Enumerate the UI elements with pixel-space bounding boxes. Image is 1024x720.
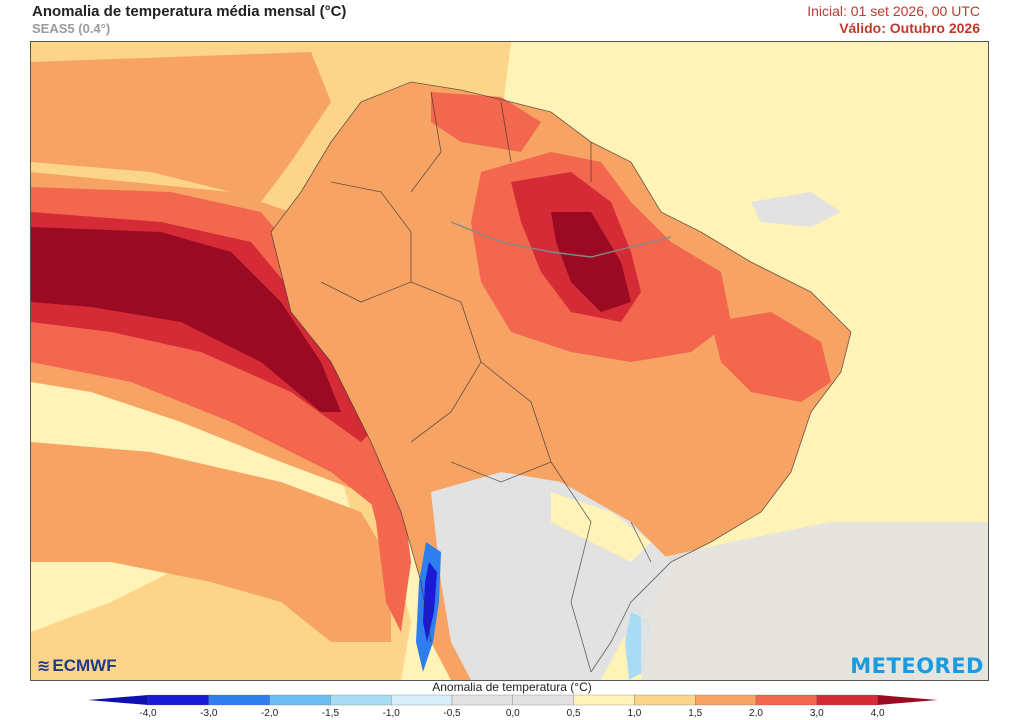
colorbar-tick-label: 4,0 — [870, 708, 885, 719]
colorbar — [88, 694, 938, 706]
colorbar-tick-label: 1,0 — [627, 708, 642, 719]
meteored-logo: METEORED — [850, 654, 984, 678]
colorbar-title: Anomalia de temperatura (°C) — [432, 680, 592, 694]
colorbar-tick-label: 1,5 — [688, 708, 703, 719]
colorbar-tick-label: -0,5 — [443, 708, 461, 719]
colorbar-segment — [269, 694, 331, 706]
colorbar-tick-label: 3,0 — [809, 708, 824, 719]
map-canvas — [31, 42, 988, 680]
colorbar-arrow-high — [877, 695, 938, 705]
colorbar-tick-label: 2,0 — [749, 708, 763, 719]
colorbar-segment — [634, 694, 696, 706]
colorbar-segment — [208, 694, 270, 706]
ecmwf-logo-text: ECMWF — [52, 656, 117, 675]
colorbar-tick-label: -2,0 — [260, 708, 279, 719]
anomaly-map[interactable]: ≋ ECMWF METEORED — [30, 41, 989, 681]
colorbar-segment — [573, 694, 635, 706]
model-label: SEAS5 (0.4°) — [32, 21, 111, 36]
ecmwf-mark-icon: ≋ — [37, 658, 51, 675]
colorbar-tick-label: -4,0 — [139, 708, 157, 719]
colorbar-segment — [695, 694, 757, 706]
colorbar-segment — [816, 694, 878, 706]
colorbar-segment — [755, 694, 817, 706]
colorbar-tick-label: -1,5 — [321, 708, 340, 719]
colorbar-tick-label: -3,0 — [200, 708, 218, 719]
valid-period: Válido: Outubro 2026 — [839, 20, 980, 36]
colorbar-segment — [451, 694, 513, 706]
colorbar-segment — [391, 694, 453, 706]
colorbar-arrow-low — [88, 695, 148, 705]
colorbar-tick-label: -1,0 — [382, 708, 400, 719]
colorbar-segment — [512, 694, 574, 706]
colorbar-tick-label: 0,5 — [566, 708, 581, 719]
colorbar-segment — [330, 694, 392, 706]
colorbar-segment — [147, 694, 209, 706]
initial-time: Inicial: 01 set 2026, 00 UTC — [807, 3, 980, 19]
ecmwf-logo: ≋ ECMWF — [37, 656, 117, 676]
colorbar-tick-label: 0,0 — [505, 708, 520, 719]
map-title: Anomalia de temperatura média mensal (°C… — [32, 3, 347, 20]
